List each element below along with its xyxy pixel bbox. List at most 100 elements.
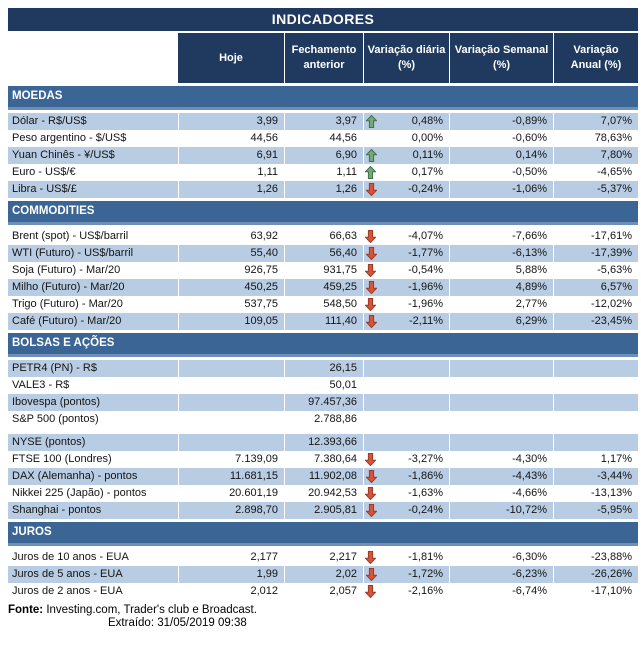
cell-hoje: 1,11 bbox=[257, 166, 278, 178]
table-row-dax-alemanha-pontos: DAX (Alemanha) - pontos 11.681,15 11.902,0… bbox=[8, 468, 638, 485]
cell-hoje bbox=[178, 360, 284, 377]
page-title: INDICADORES bbox=[8, 8, 638, 31]
cell-var-semanal: -6,30% bbox=[512, 551, 547, 563]
down-arrow-icon bbox=[366, 470, 377, 483]
cell-var-semanal: -1,06% bbox=[449, 181, 553, 198]
cell-hoje: 6,91 bbox=[178, 147, 284, 164]
cell-hoje: 926,75 bbox=[244, 264, 278, 276]
header-spacer bbox=[8, 33, 178, 83]
cell-var-anual: 7,80% bbox=[553, 147, 638, 164]
up-arrow-icon bbox=[366, 115, 377, 128]
down-arrow-icon bbox=[365, 230, 376, 243]
table-row-juros-de-5-anos-eua: Juros de 5 anos - EUA 1,99 2,02 -1,72% -6,23… bbox=[8, 566, 638, 583]
cell-fechamento: 7.380,64 bbox=[314, 453, 357, 465]
cell-var-anual: -5,37% bbox=[553, 181, 638, 198]
cell-label: Café (Futuro) - Mar/20 bbox=[8, 313, 178, 330]
cell-hoje: 11.681,15 bbox=[178, 468, 284, 485]
table-row-nyse-pontos: NYSE (pontos) 12.393,66 bbox=[8, 434, 638, 451]
table-row-shanghai-pontos: Shanghai - pontos 2.898,70 2.905,81 -0,24% -… bbox=[8, 502, 638, 519]
cell-hoje: 1,99 bbox=[178, 566, 284, 583]
cell-var-semanal bbox=[449, 411, 553, 428]
table-row-libra-us: Libra - US$/£ 1,26 1,26 -0,24% -1,06% -5,37% bbox=[8, 181, 638, 198]
cell-label: Nikkei 225 (Japão) - pontos bbox=[12, 487, 147, 499]
cell-fechamento: 1,11 bbox=[336, 166, 357, 178]
cell-var-semanal: -6,13% bbox=[449, 245, 553, 262]
cell-var-diaria: -1,77% bbox=[363, 245, 449, 262]
cell-fechamento: 56,40 bbox=[284, 245, 363, 262]
cell-var-semanal: -0,50% bbox=[512, 166, 547, 178]
cell-var-diaria: -2,16% bbox=[363, 583, 449, 600]
cell-var-diaria bbox=[363, 377, 449, 394]
cell-hoje: 3,99 bbox=[178, 113, 284, 130]
cell-var-diaria bbox=[363, 434, 449, 451]
cell-var-anual bbox=[553, 360, 638, 377]
cell-var-semanal: -4,66% bbox=[512, 487, 547, 499]
cell-var-anual: -17,61% bbox=[591, 230, 632, 242]
down-arrow-icon bbox=[366, 568, 377, 581]
extracted-timestamp: Extraído: 31/05/2019 09:38 bbox=[108, 617, 247, 629]
section-header-bolsas-e-acoes: BOLSAS E AÇÕES bbox=[8, 333, 638, 357]
cell-var-anual: -4,65% bbox=[597, 166, 632, 178]
cell-label: VALE3 - R$ bbox=[12, 379, 70, 391]
cell-label: Juros de 5 anos - EUA bbox=[8, 566, 178, 583]
cell-fechamento: 2.788,86 bbox=[314, 413, 357, 425]
source-line: Fonte: Investing.com, Trader's club e Br… bbox=[8, 604, 638, 616]
up-arrow-icon bbox=[365, 166, 376, 179]
cell-var-anual bbox=[553, 434, 638, 451]
cell-var-semanal: -0,89% bbox=[449, 113, 553, 130]
up-arrow-icon bbox=[366, 149, 377, 162]
cell-var-anual bbox=[553, 377, 638, 394]
cell-fechamento: 97.457,36 bbox=[284, 394, 363, 411]
cell-fechamento: 6,90 bbox=[284, 147, 363, 164]
section-header-juros: JUROS bbox=[8, 522, 638, 546]
table-row-cafe-futuro-mar-20: Café (Futuro) - Mar/20 109,05 111,40 -2,11%… bbox=[8, 313, 638, 330]
cell-label: Dólar - R$/US$ bbox=[8, 113, 178, 130]
cell-fechamento: 20.942,53 bbox=[308, 487, 357, 499]
cell-hoje bbox=[178, 434, 284, 451]
cell-fechamento: 2.905,81 bbox=[284, 502, 363, 519]
column-header-hoje: Hoje bbox=[178, 33, 284, 83]
cell-var-diaria: 0,00% bbox=[411, 132, 443, 144]
cell-var-diaria: -3,27% bbox=[363, 451, 449, 468]
cell-var-semanal bbox=[449, 394, 553, 411]
cell-label: DAX (Alemanha) - pontos bbox=[8, 468, 178, 485]
cell-label: Juros de 10 anos - EUA bbox=[12, 551, 129, 563]
table-row-trigo-futuro-mar-20: Trigo (Futuro) - Mar/20 537,75 548,50 -1,96… bbox=[8, 296, 638, 313]
cell-var-anual: 78,63% bbox=[594, 132, 632, 144]
indicators-report: INDICADORES Hoje Fechamento anterior Var… bbox=[8, 8, 638, 629]
cell-label: FTSE 100 (Londres) bbox=[12, 453, 112, 465]
cell-var-anual: -5,63% bbox=[597, 264, 632, 276]
cell-fechamento: 931,75 bbox=[323, 264, 357, 276]
cell-hoje: 7.139,09 bbox=[235, 453, 278, 465]
down-arrow-icon bbox=[366, 281, 377, 294]
cell-var-diaria bbox=[363, 394, 449, 411]
cell-label: Euro - US$/€ bbox=[12, 166, 76, 178]
cell-fechamento: 459,25 bbox=[284, 279, 363, 296]
down-arrow-icon bbox=[365, 487, 376, 500]
cell-hoje: 2.898,70 bbox=[178, 502, 284, 519]
cell-var-semanal: -4,43% bbox=[449, 468, 553, 485]
cell-label: Shanghai - pontos bbox=[8, 502, 178, 519]
cell-var-diaria: 0,17% bbox=[363, 164, 449, 181]
column-header-fechamento: Fechamento anterior bbox=[284, 33, 363, 83]
cell-label: Trigo (Futuro) - Mar/20 bbox=[12, 298, 123, 310]
table-row-euro-us: Euro - US$/€ 1,11 1,11 0,17% -0,50% -4,65% bbox=[8, 164, 638, 181]
cell-fechamento: 2,217 bbox=[329, 551, 357, 563]
cell-var-semanal: -0,60% bbox=[512, 132, 547, 144]
section-header-commodities: COMMODITIES bbox=[8, 201, 638, 225]
cell-fechamento: 2,057 bbox=[329, 585, 357, 597]
table-row-wti-futuro-us-barril: WTI (Futuro) - US$/barril 55,40 56,40 -1,77… bbox=[8, 245, 638, 262]
cell-var-diaria: 0,48% bbox=[363, 113, 449, 130]
cell-hoje: 2,012 bbox=[250, 585, 278, 597]
down-arrow-icon bbox=[366, 315, 377, 328]
down-arrow-icon bbox=[365, 298, 376, 311]
cell-var-anual: 6,57% bbox=[553, 279, 638, 296]
cell-var-semanal bbox=[449, 360, 553, 377]
cell-label: Peso argentino - $/US$ bbox=[12, 132, 127, 144]
footer: Fonte: Investing.com, Trader's club e Br… bbox=[8, 604, 638, 629]
cell-var-anual: -12,02% bbox=[591, 298, 632, 310]
column-header-variacao-semanal: Variação Semanal (%) bbox=[449, 33, 553, 83]
table-row-soja-futuro-mar-20: Soja (Futuro) - Mar/20 926,75 931,75 -0,54%… bbox=[8, 262, 638, 279]
cell-fechamento: 2,02 bbox=[284, 566, 363, 583]
source-text: Investing.com, Trader's club e Broadcast… bbox=[43, 604, 257, 616]
